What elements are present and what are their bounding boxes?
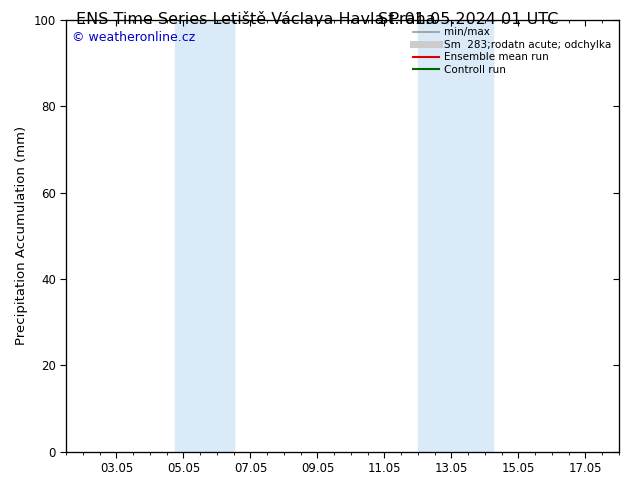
Bar [175, 20, 234, 452]
Text: © weatheronline.cz: © weatheronline.cz [72, 31, 195, 44]
Text: St. 01.05.2024 01 UTC: St. 01.05.2024 01 UTC [377, 12, 558, 27]
Bar [418, 20, 493, 452]
Legend: min/max, Sm  283;rodatn acute; odchylka, Ensemble mean run, Controll run: min/max, Sm 283;rodatn acute; odchylka, … [409, 23, 616, 79]
Y-axis label: Precipitation Accumulation (mm): Precipitation Accumulation (mm) [15, 126, 28, 345]
Text: ENS Time Series Letiště Václava Havla Praha: ENS Time Series Letiště Václava Havla Pr… [76, 12, 436, 27]
